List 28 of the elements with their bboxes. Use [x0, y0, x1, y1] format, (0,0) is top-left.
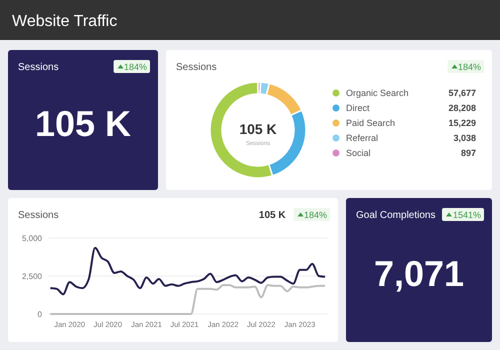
- data-label: 28,208: [448, 103, 476, 113]
- legend-label: Paid Search: [346, 118, 396, 128]
- data-label: 57,677: [448, 88, 476, 98]
- text: Goal Completions: [356, 210, 436, 221]
- text: 184%: [304, 210, 327, 220]
- legend-label: Direct: [346, 103, 370, 113]
- line-series: [49, 284, 326, 315]
- y-tick-label: 0: [38, 310, 43, 319]
- text: 184%: [458, 62, 481, 72]
- text: 105 K: [258, 210, 286, 221]
- legend-label: Organic Search: [346, 88, 409, 98]
- y-tick-label: 5,000: [22, 234, 43, 243]
- data-label: 15,229: [448, 118, 476, 128]
- text: 184%: [124, 62, 147, 72]
- text: 7,071: [374, 253, 464, 294]
- legend-label: Social: [346, 148, 371, 158]
- text: Sessions: [18, 62, 59, 73]
- legend-label: Referral: [346, 133, 378, 143]
- text: 105 K: [34, 103, 132, 144]
- chart-title: Sessions: [176, 62, 217, 73]
- text: 105 K: [239, 121, 277, 137]
- text: 1541%: [452, 210, 481, 220]
- text: Website Traffic: [12, 13, 118, 30]
- data-label: 3,038: [453, 133, 476, 143]
- y-tick-label: 2,500: [22, 272, 43, 281]
- line-series: [49, 246, 326, 296]
- data-label: 897: [460, 148, 476, 158]
- chart-title: Sessions: [18, 210, 59, 221]
